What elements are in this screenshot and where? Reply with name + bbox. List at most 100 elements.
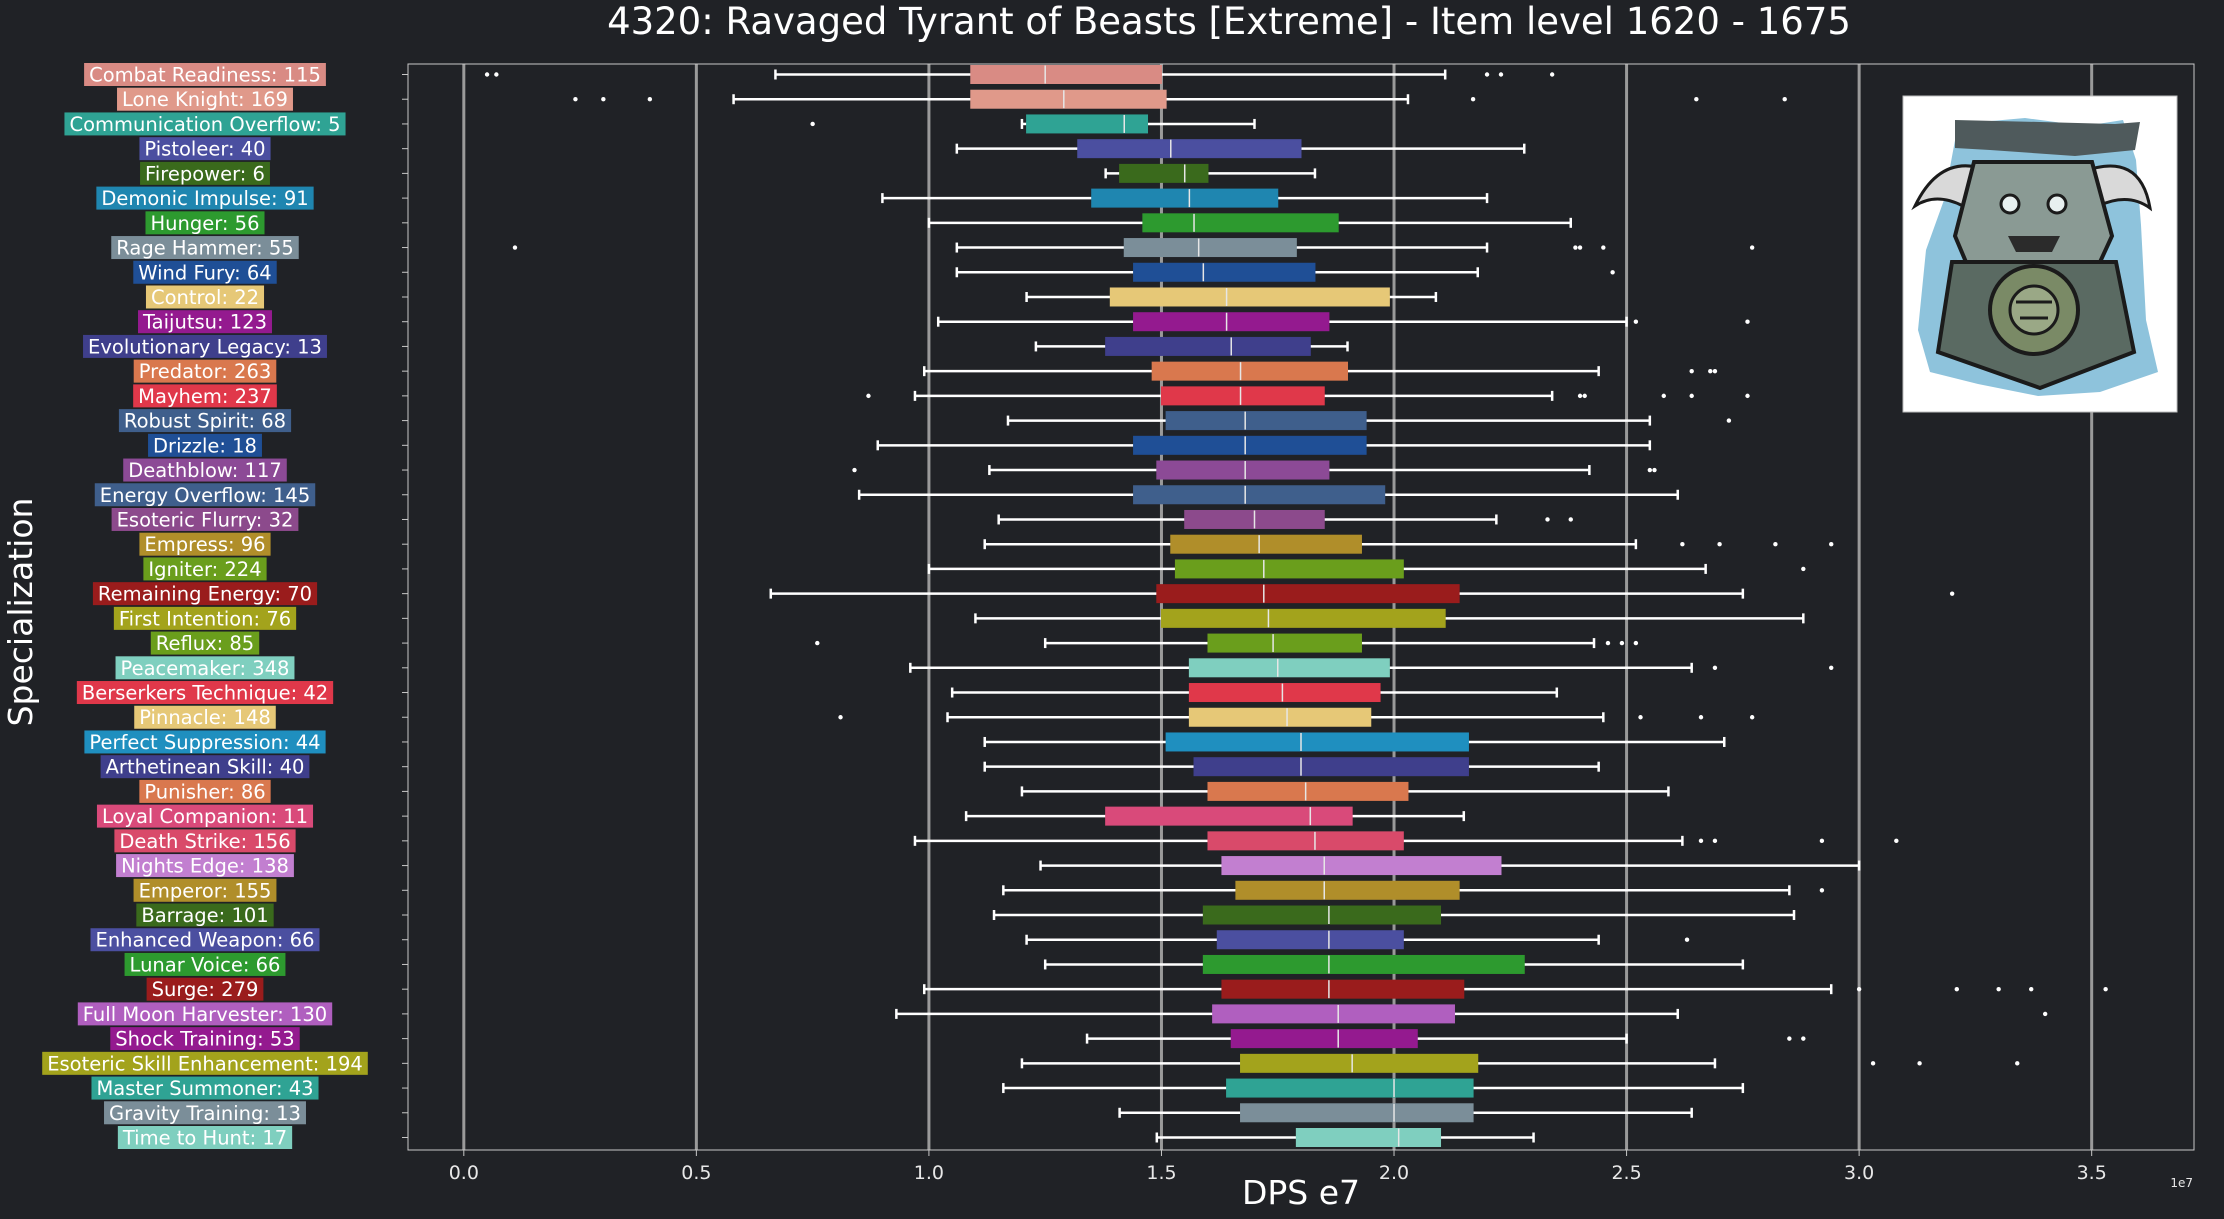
category-label-text: Control: 22	[151, 286, 259, 309]
category-label: Esoteric Skill Enhancement: 194	[42, 1051, 368, 1075]
category-label: Barrage: 101	[136, 903, 274, 927]
category-label-text: Firepower: 6	[145, 162, 265, 185]
category-label: Esoteric Flurry: 32	[111, 507, 299, 531]
category-label-text: First Intention: 76	[119, 607, 291, 630]
box-series	[866, 386, 1750, 406]
box-series	[881, 188, 1489, 208]
category-label-text: Gravity Training: 13	[109, 1102, 301, 1125]
box-iqr	[1174, 559, 1404, 579]
category-label: Pistoleer: 40	[139, 137, 271, 161]
outlier-point	[1568, 517, 1573, 522]
x-tick-label: 1.0	[914, 1162, 944, 1184]
box-series	[1002, 880, 1825, 900]
box-series	[852, 460, 1657, 480]
category-label-background	[134, 705, 276, 729]
x-tick-label: 2.0	[1379, 1162, 1409, 1184]
outlier-point	[2015, 1061, 2020, 1066]
box-series	[1020, 781, 1670, 801]
box-series	[983, 757, 1600, 777]
category-label: Firepower: 6	[140, 161, 270, 185]
category-label-background	[139, 532, 271, 556]
category-label: First Intention: 76	[113, 606, 297, 630]
category-label-text: Drizzle: 18	[153, 434, 257, 457]
box-iqr	[1221, 856, 1502, 876]
outlier-point	[1829, 541, 1834, 547]
category-label: Wind Fury: 64	[133, 260, 277, 284]
box-iqr	[1142, 213, 1339, 233]
category-label-background	[133, 359, 277, 383]
outlier-point	[1708, 368, 1713, 374]
outlier-point	[1638, 715, 1643, 720]
outlier-point	[1601, 245, 1606, 250]
outlier-point	[1829, 665, 1834, 671]
box-series	[964, 806, 1466, 826]
category-label-text: Full Moon Harvester: 130	[83, 1003, 327, 1026]
outlier-point	[1801, 566, 1806, 572]
box-iqr	[1077, 139, 1302, 159]
category-label-background	[116, 854, 294, 878]
outlier-point	[601, 97, 606, 102]
category-label-background	[117, 87, 293, 111]
category-label: Taijutsu: 123	[138, 310, 272, 334]
box-iqr	[1133, 262, 1316, 282]
box-iqr	[1160, 608, 1446, 628]
outlier-point	[512, 245, 518, 250]
category-label-text: Deathblow: 117	[128, 459, 282, 482]
x-tick-label: 0.5	[681, 1162, 711, 1184]
category-label-background	[146, 977, 264, 1001]
category-label-background	[90, 928, 320, 952]
outlier-point	[1698, 715, 1704, 720]
category-label-background	[114, 829, 296, 853]
outlier-point	[1549, 72, 1555, 77]
category-label-text: Master Summoner: 43	[96, 1077, 313, 1100]
category-label: Combat Readiness: 115	[84, 63, 326, 87]
box-series	[1104, 163, 1317, 183]
outlier-point	[1545, 517, 1550, 522]
category-label-text: Lone Knight: 169	[122, 88, 288, 111]
category-label-text: Pistoleer: 40	[144, 138, 265, 161]
box-series	[913, 831, 1899, 851]
category-label-background	[111, 507, 299, 531]
category-label-text: Shock Training: 53	[115, 1028, 294, 1051]
category-label-text: Wind Fury: 64	[138, 261, 271, 284]
category-label: Perfect Suppression: 44	[84, 730, 326, 754]
category-label-background	[77, 1002, 333, 1026]
outlier-point	[484, 72, 490, 77]
box-series	[895, 1004, 2048, 1024]
outlier-point	[1684, 937, 1690, 942]
category-label-text: Emperor: 155	[139, 879, 272, 902]
outlier-point	[1870, 1061, 1876, 1066]
box-series	[992, 905, 1796, 925]
box-series	[573, 89, 1787, 109]
category-label: Surge: 279	[146, 977, 264, 1001]
box-series	[1006, 411, 1732, 431]
outlier-point	[1689, 393, 1694, 399]
box-series	[974, 608, 1805, 628]
category-label-text: Reflux: 85	[156, 632, 254, 655]
box-series	[484, 65, 1555, 84]
plot-area-frame	[407, 63, 2195, 1151]
outlier-point	[1498, 72, 1504, 77]
outlier-point	[1577, 245, 1583, 250]
category-label: Control: 22	[145, 285, 265, 309]
box-series	[512, 238, 1755, 258]
box-iqr	[1091, 188, 1279, 208]
box-series	[983, 534, 1834, 554]
category-label-background	[83, 334, 327, 358]
category-label: Emperor: 155	[133, 878, 277, 902]
box-series	[1002, 1078, 1745, 1098]
category-label-background	[145, 285, 265, 309]
category-label-background	[150, 631, 260, 655]
category-label-background	[84, 63, 326, 86]
box-series	[955, 262, 1615, 282]
box-iqr	[1207, 831, 1404, 851]
category-label: Predator: 263	[133, 359, 277, 383]
outlier-point	[1819, 888, 1825, 893]
category-label-text: Esoteric Flurry: 32	[117, 508, 294, 531]
boss-portrait-icon	[1902, 95, 2178, 413]
category-label-background	[140, 161, 270, 185]
category-label-text: Surge: 279	[152, 978, 259, 1001]
x-axis-label: DPS e7	[1242, 1173, 1360, 1212]
category-label: Master Summoner: 43	[91, 1076, 319, 1100]
